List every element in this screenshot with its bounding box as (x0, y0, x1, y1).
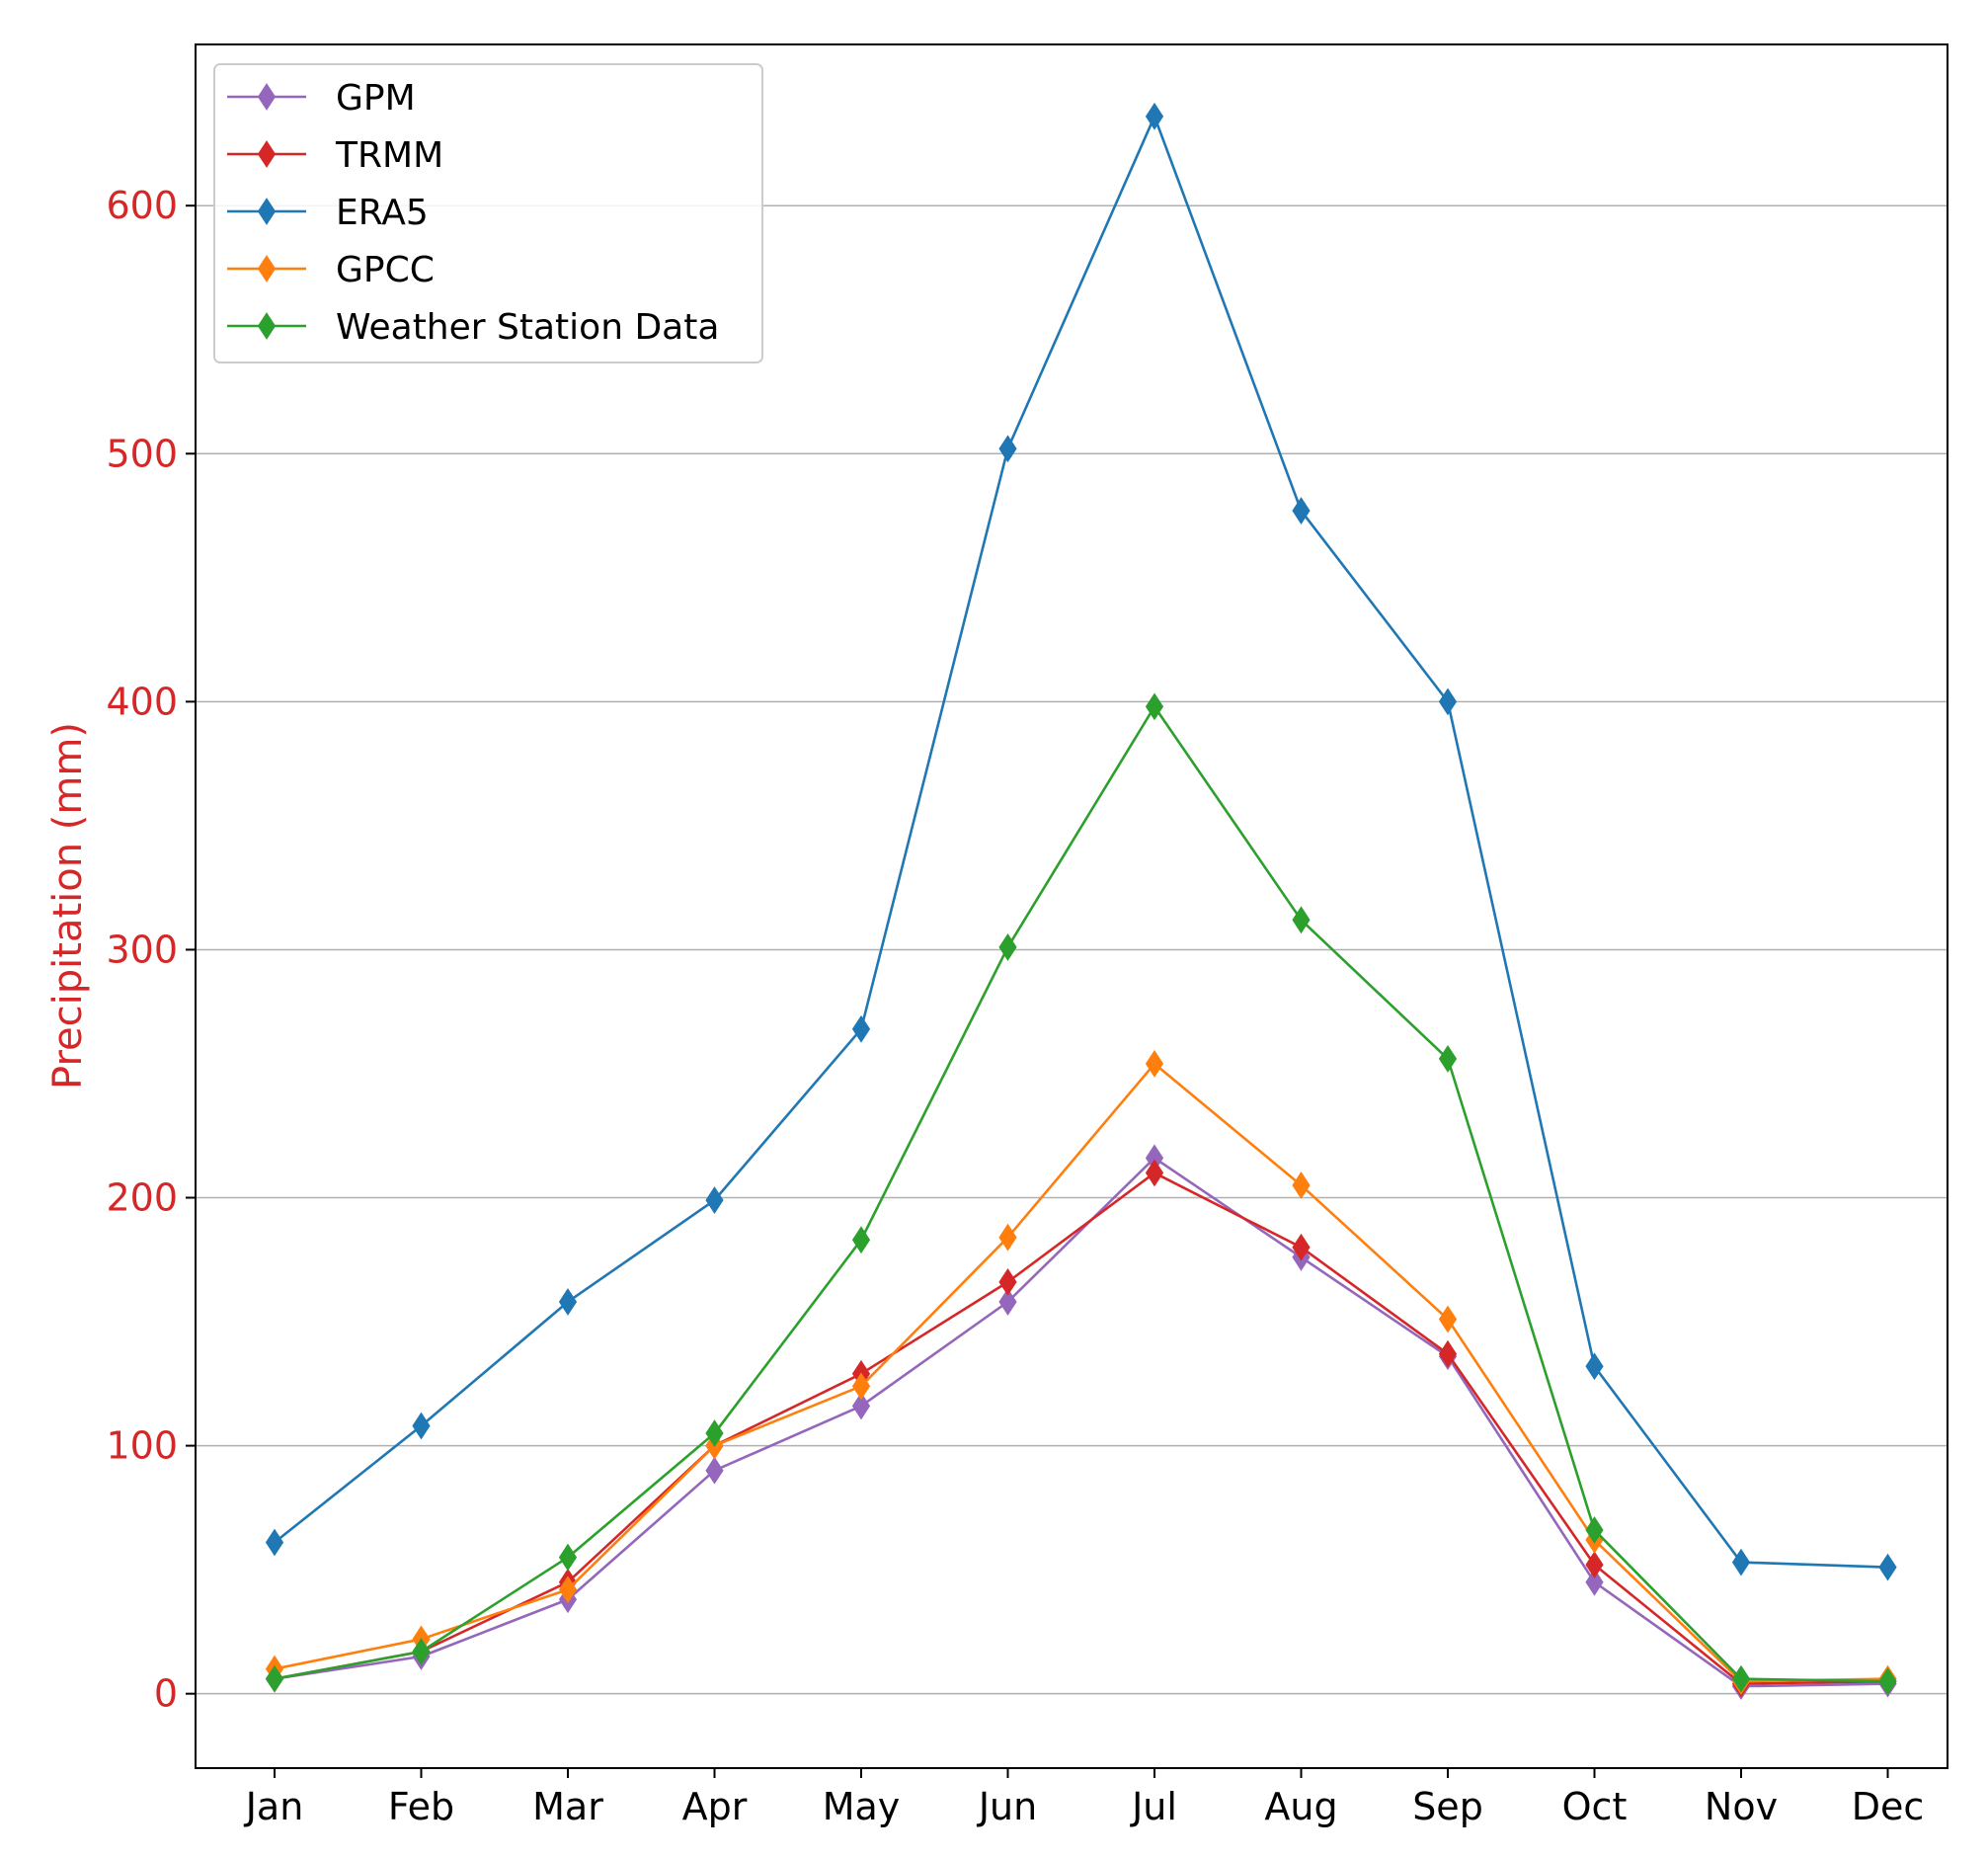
data-point-era5-jun (998, 435, 1017, 463)
data-point-era5-dec (1878, 1553, 1897, 1581)
data-point-weather-station-data-jun (998, 933, 1017, 961)
data-point-weather-station-data-dec (1878, 1667, 1897, 1696)
data-point-weather-station-data-sep (1438, 1045, 1458, 1073)
data-point-gpcc-jun (998, 1223, 1017, 1252)
y-tick-label-500: 500 (106, 432, 178, 475)
legend-label-gpm: GPM (336, 78, 416, 119)
y-tick-label-0: 0 (154, 1672, 178, 1716)
data-point-gpm-jun (998, 1288, 1017, 1316)
legend-item-trmm: TRMM (227, 135, 443, 176)
x-tick-label-jun: Jun (977, 1785, 1037, 1828)
data-point-era5-may (851, 1014, 871, 1043)
data-point-weather-station-data-oct (1585, 1516, 1604, 1544)
x-tick-label-oct: Oct (1562, 1785, 1628, 1828)
grid-layer (196, 204, 1948, 1695)
y-axis-title: Precipitation (mm) (45, 722, 91, 1090)
y-tick-label-100: 100 (106, 1424, 178, 1468)
data-point-gpcc-jul (1145, 1050, 1164, 1078)
data-point-trmm-sep (1438, 1339, 1458, 1368)
x-tick-label-aug: Aug (1264, 1785, 1337, 1828)
x-tick-label-feb: Feb (388, 1785, 454, 1828)
data-point-weather-station-data-mar (558, 1543, 578, 1572)
data-point-gpm-oct (1585, 1568, 1604, 1596)
data-point-era5-mar (558, 1288, 578, 1316)
legend-marker-trmm (257, 140, 277, 168)
legend-label-era5: ERA5 (336, 193, 429, 233)
data-point-trmm-oct (1585, 1551, 1604, 1579)
data-point-weather-station-data-apr (705, 1419, 724, 1447)
series-gpcc (265, 1050, 1897, 1696)
data-point-gpcc-aug (1292, 1172, 1311, 1199)
data-point-trmm-jul (1145, 1159, 1164, 1187)
data-point-trmm-aug (1292, 1233, 1311, 1261)
data-point-era5-nov (1731, 1548, 1751, 1576)
series-weather-station-data (265, 692, 1897, 1696)
legend-item-gpcc: GPCC (227, 250, 435, 290)
y-axis-ticks: 0 100 200 300 400 500 600 (106, 184, 196, 1716)
legend-item-era5: ERA5 (227, 193, 429, 233)
x-tick-label-sep: Sep (1412, 1785, 1483, 1828)
legend-label-trmm: TRMM (335, 135, 443, 176)
series-line-gpcc (274, 1062, 1888, 1683)
legend-marker-era5 (257, 198, 277, 225)
data-point-weather-station-data-jul (1145, 692, 1164, 721)
data-point-trmm-jun (998, 1267, 1017, 1296)
data-point-weather-station-data-nov (1731, 1664, 1751, 1693)
legend-marker-weather-station-data (257, 312, 277, 340)
data-point-era5-jul (1145, 102, 1164, 130)
legend-item-gpm: GPM (227, 78, 416, 119)
legend: GPM TRMM ERA5 GPCC Weather Station Data (213, 63, 763, 364)
series-layer (265, 102, 1897, 1701)
data-point-weather-station-data-aug (1292, 906, 1311, 934)
legend-marker-gpm (257, 83, 277, 111)
data-point-weather-station-data-may (851, 1226, 871, 1254)
data-point-gpcc-mar (558, 1576, 578, 1604)
x-tick-label-apr: Apr (682, 1785, 748, 1828)
data-point-era5-feb (412, 1412, 431, 1440)
x-tick-label-mar: Mar (532, 1785, 603, 1828)
data-point-gpm-may (851, 1392, 871, 1420)
y-tick-label-600: 600 (106, 184, 178, 227)
series-trmm (265, 1159, 1897, 1698)
data-point-weather-station-data-feb (412, 1638, 431, 1665)
x-tick-label-nov: Nov (1705, 1785, 1778, 1828)
data-point-era5-jan (265, 1528, 284, 1557)
legend-label-gpcc: GPCC (336, 250, 435, 290)
x-tick-label-dec: Dec (1852, 1785, 1925, 1828)
series-line-weather-station-data (274, 705, 1888, 1683)
data-point-weather-station-data-jan (265, 1664, 284, 1693)
data-point-era5-sep (1438, 687, 1458, 716)
x-tick-label-jul: Jul (1130, 1785, 1177, 1828)
data-point-gpm-apr (705, 1456, 724, 1485)
legend-item-weather-station-data: Weather Station Data (227, 307, 719, 348)
series-era5 (265, 102, 1897, 1581)
data-point-era5-apr (705, 1186, 724, 1214)
data-point-gpcc-may (851, 1372, 871, 1401)
series-line-era5 (274, 115, 1888, 1569)
legend-marker-gpcc (257, 255, 277, 283)
x-axis-ticks: Jan Feb Mar Apr May Jun Jul Aug Sep Oct Nov Dec (244, 1768, 1925, 1828)
x-tick-label-jan: Jan (244, 1785, 304, 1828)
data-point-era5-aug (1292, 497, 1311, 525)
data-point-gpcc-sep (1438, 1305, 1458, 1334)
legend-box (213, 63, 763, 364)
y-tick-label-300: 300 (106, 928, 178, 971)
x-tick-label-may: May (823, 1785, 901, 1828)
legend-label-weather-station-data: Weather Station Data (336, 307, 719, 348)
data-point-era5-oct (1585, 1352, 1604, 1381)
plot-frame (195, 43, 1948, 1769)
series-line-gpm (274, 1157, 1888, 1688)
y-tick-label-400: 400 (106, 680, 178, 723)
series-line-trmm (274, 1172, 1888, 1685)
y-tick-label-200: 200 (106, 1176, 178, 1220)
